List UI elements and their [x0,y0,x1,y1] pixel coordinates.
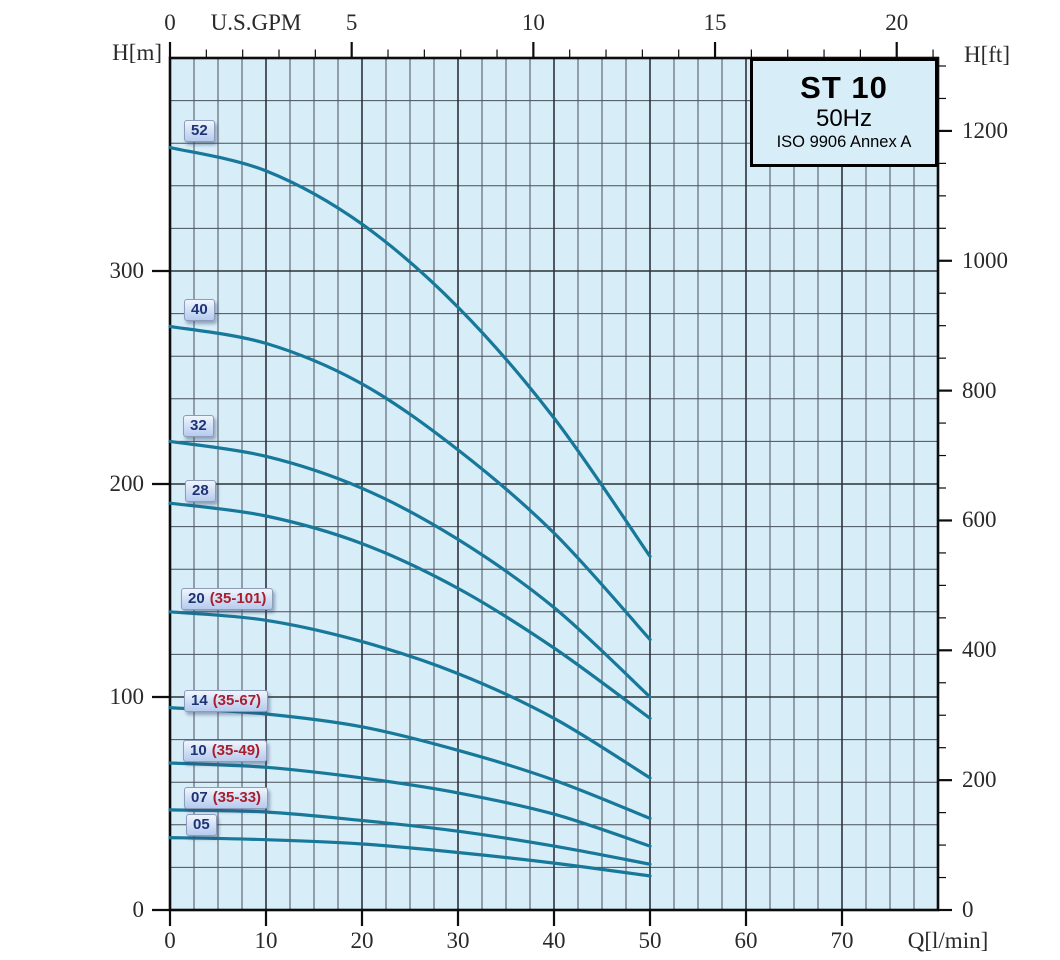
top-tick-label: 15 [703,10,727,35]
pump-curve-28 [168,501,652,720]
x-axis-top-title: U.S.GPM [210,10,302,35]
top-tick-label: 10 [521,10,545,35]
left-tick-label: 100 [109,684,145,709]
chart-title: ST 10 [800,70,888,106]
curve-label-40: 40 [184,299,215,321]
pump-curve-07 [168,808,652,866]
pump-curve-10 [168,761,652,848]
top-tick-label: 20 [885,10,909,35]
chart-frequency: 50Hz [815,104,873,132]
curve-label-07: 07 (35-33) [184,787,269,809]
curve-label-05: 05 [186,814,217,836]
bottom-tick-label: 20 [350,928,374,953]
right-tick-label: 800 [962,377,997,403]
bottom-tick-label: 70 [830,928,854,953]
curve-label-28: 28 [185,480,216,502]
bottom-tick-label: 0 [164,928,176,953]
y-axis-right-title: H[ft] [964,42,1010,67]
right-tick-label: 0 [962,897,974,922]
curve-label-52: 52 [184,120,215,142]
right-tick-label: 1000 [962,247,1008,273]
pump-curve-14 [168,706,652,820]
curve-label-14: 14 (35-67) [184,690,269,712]
pump-curve-05 [168,836,652,878]
curve-label-32: 32 [183,415,214,437]
bottom-tick-label: 10 [254,928,278,953]
pump-curve-40 [168,324,652,642]
right-tick-label: 400 [962,637,997,663]
top-tick-label: 5 [345,10,358,35]
bottom-tick-label: 40 [542,928,566,953]
pump-curve-32 [168,439,652,699]
bottom-tick-label: 30 [446,928,470,953]
chart-title-box: ST 10 50Hz ISO 9906 Annex A [750,58,938,167]
curve-label-20: 20 (35-101) [181,588,274,610]
right-tick-label: 200 [962,767,997,793]
left-tick-label: 200 [109,471,145,496]
top-tick-label: 0 [164,10,176,35]
right-tick-label: 600 [962,507,997,533]
curve-label-10: 10 (35-49) [183,740,268,762]
left-tick-label: 0 [132,897,145,922]
plot-border [168,56,940,912]
chart-standard-note: ISO 9906 Annex A [776,133,912,152]
left-tick-label: 300 [109,258,145,283]
right-tick-label: 1200 [962,117,1008,143]
y-axis-left-title: H[m] [112,40,162,65]
bottom-tick-label: 50 [638,928,662,953]
pump-curve-20 [168,610,652,780]
pump-curve-52 [168,145,652,558]
bottom-tick-label: 60 [734,928,758,953]
x-axis-bottom-title: Q[l/min] [907,928,989,953]
